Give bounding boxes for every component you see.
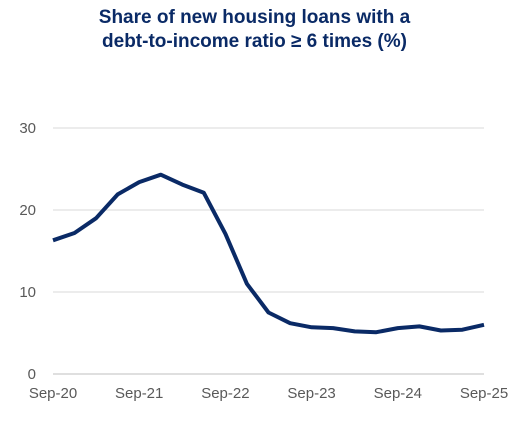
y-tick-label-0: 0 <box>28 366 36 383</box>
chart-title: Share of new housing loans with a debt-t… <box>0 6 509 54</box>
chart-title-line-2: debt-to-income ratio ≥ 6 times (%) <box>102 31 407 52</box>
x-tick-label-Sep-22: Sep-22 <box>201 385 249 402</box>
y-tick-label-20: 20 <box>19 202 36 219</box>
x-tick-label-Sep-21: Sep-21 <box>115 385 163 402</box>
series-line <box>52 172 485 335</box>
x-tick-label-Sep-23: Sep-23 <box>287 385 335 402</box>
y-tick-label-30: 30 <box>19 120 36 137</box>
chart-title-line-1: Share of new housing loans with a <box>98 7 411 28</box>
x-tick-label-Sep-24: Sep-24 <box>374 385 422 402</box>
x-tick-label-Sep-20: Sep-20 <box>29 385 77 402</box>
x-tick-label-Sep-25: Sep-25 <box>460 385 508 402</box>
y-tick-label-10: 10 <box>19 284 36 301</box>
